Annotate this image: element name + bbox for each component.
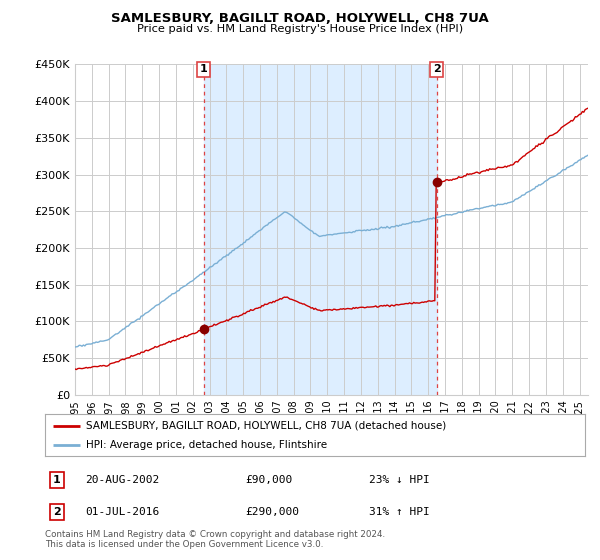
- Text: Price paid vs. HM Land Registry's House Price Index (HPI): Price paid vs. HM Land Registry's House …: [137, 24, 463, 34]
- Text: 01-JUL-2016: 01-JUL-2016: [86, 507, 160, 517]
- Text: £290,000: £290,000: [245, 507, 299, 517]
- Text: SAMLESBURY, BAGILLT ROAD, HOLYWELL, CH8 7UA: SAMLESBURY, BAGILLT ROAD, HOLYWELL, CH8 …: [111, 12, 489, 25]
- Text: 1: 1: [200, 64, 208, 74]
- Text: Contains HM Land Registry data © Crown copyright and database right 2024.
This d: Contains HM Land Registry data © Crown c…: [45, 530, 385, 549]
- Text: 31% ↑ HPI: 31% ↑ HPI: [369, 507, 430, 517]
- Text: 2: 2: [53, 507, 61, 517]
- Text: 1: 1: [53, 475, 61, 485]
- Text: 2: 2: [433, 64, 440, 74]
- Text: SAMLESBURY, BAGILLT ROAD, HOLYWELL, CH8 7UA (detached house): SAMLESBURY, BAGILLT ROAD, HOLYWELL, CH8 …: [86, 421, 446, 431]
- Text: 20-AUG-2002: 20-AUG-2002: [86, 475, 160, 485]
- Text: 23% ↓ HPI: 23% ↓ HPI: [369, 475, 430, 485]
- Bar: [203, 64, 437, 395]
- Text: HPI: Average price, detached house, Flintshire: HPI: Average price, detached house, Flin…: [86, 440, 326, 450]
- Text: £90,000: £90,000: [245, 475, 292, 485]
